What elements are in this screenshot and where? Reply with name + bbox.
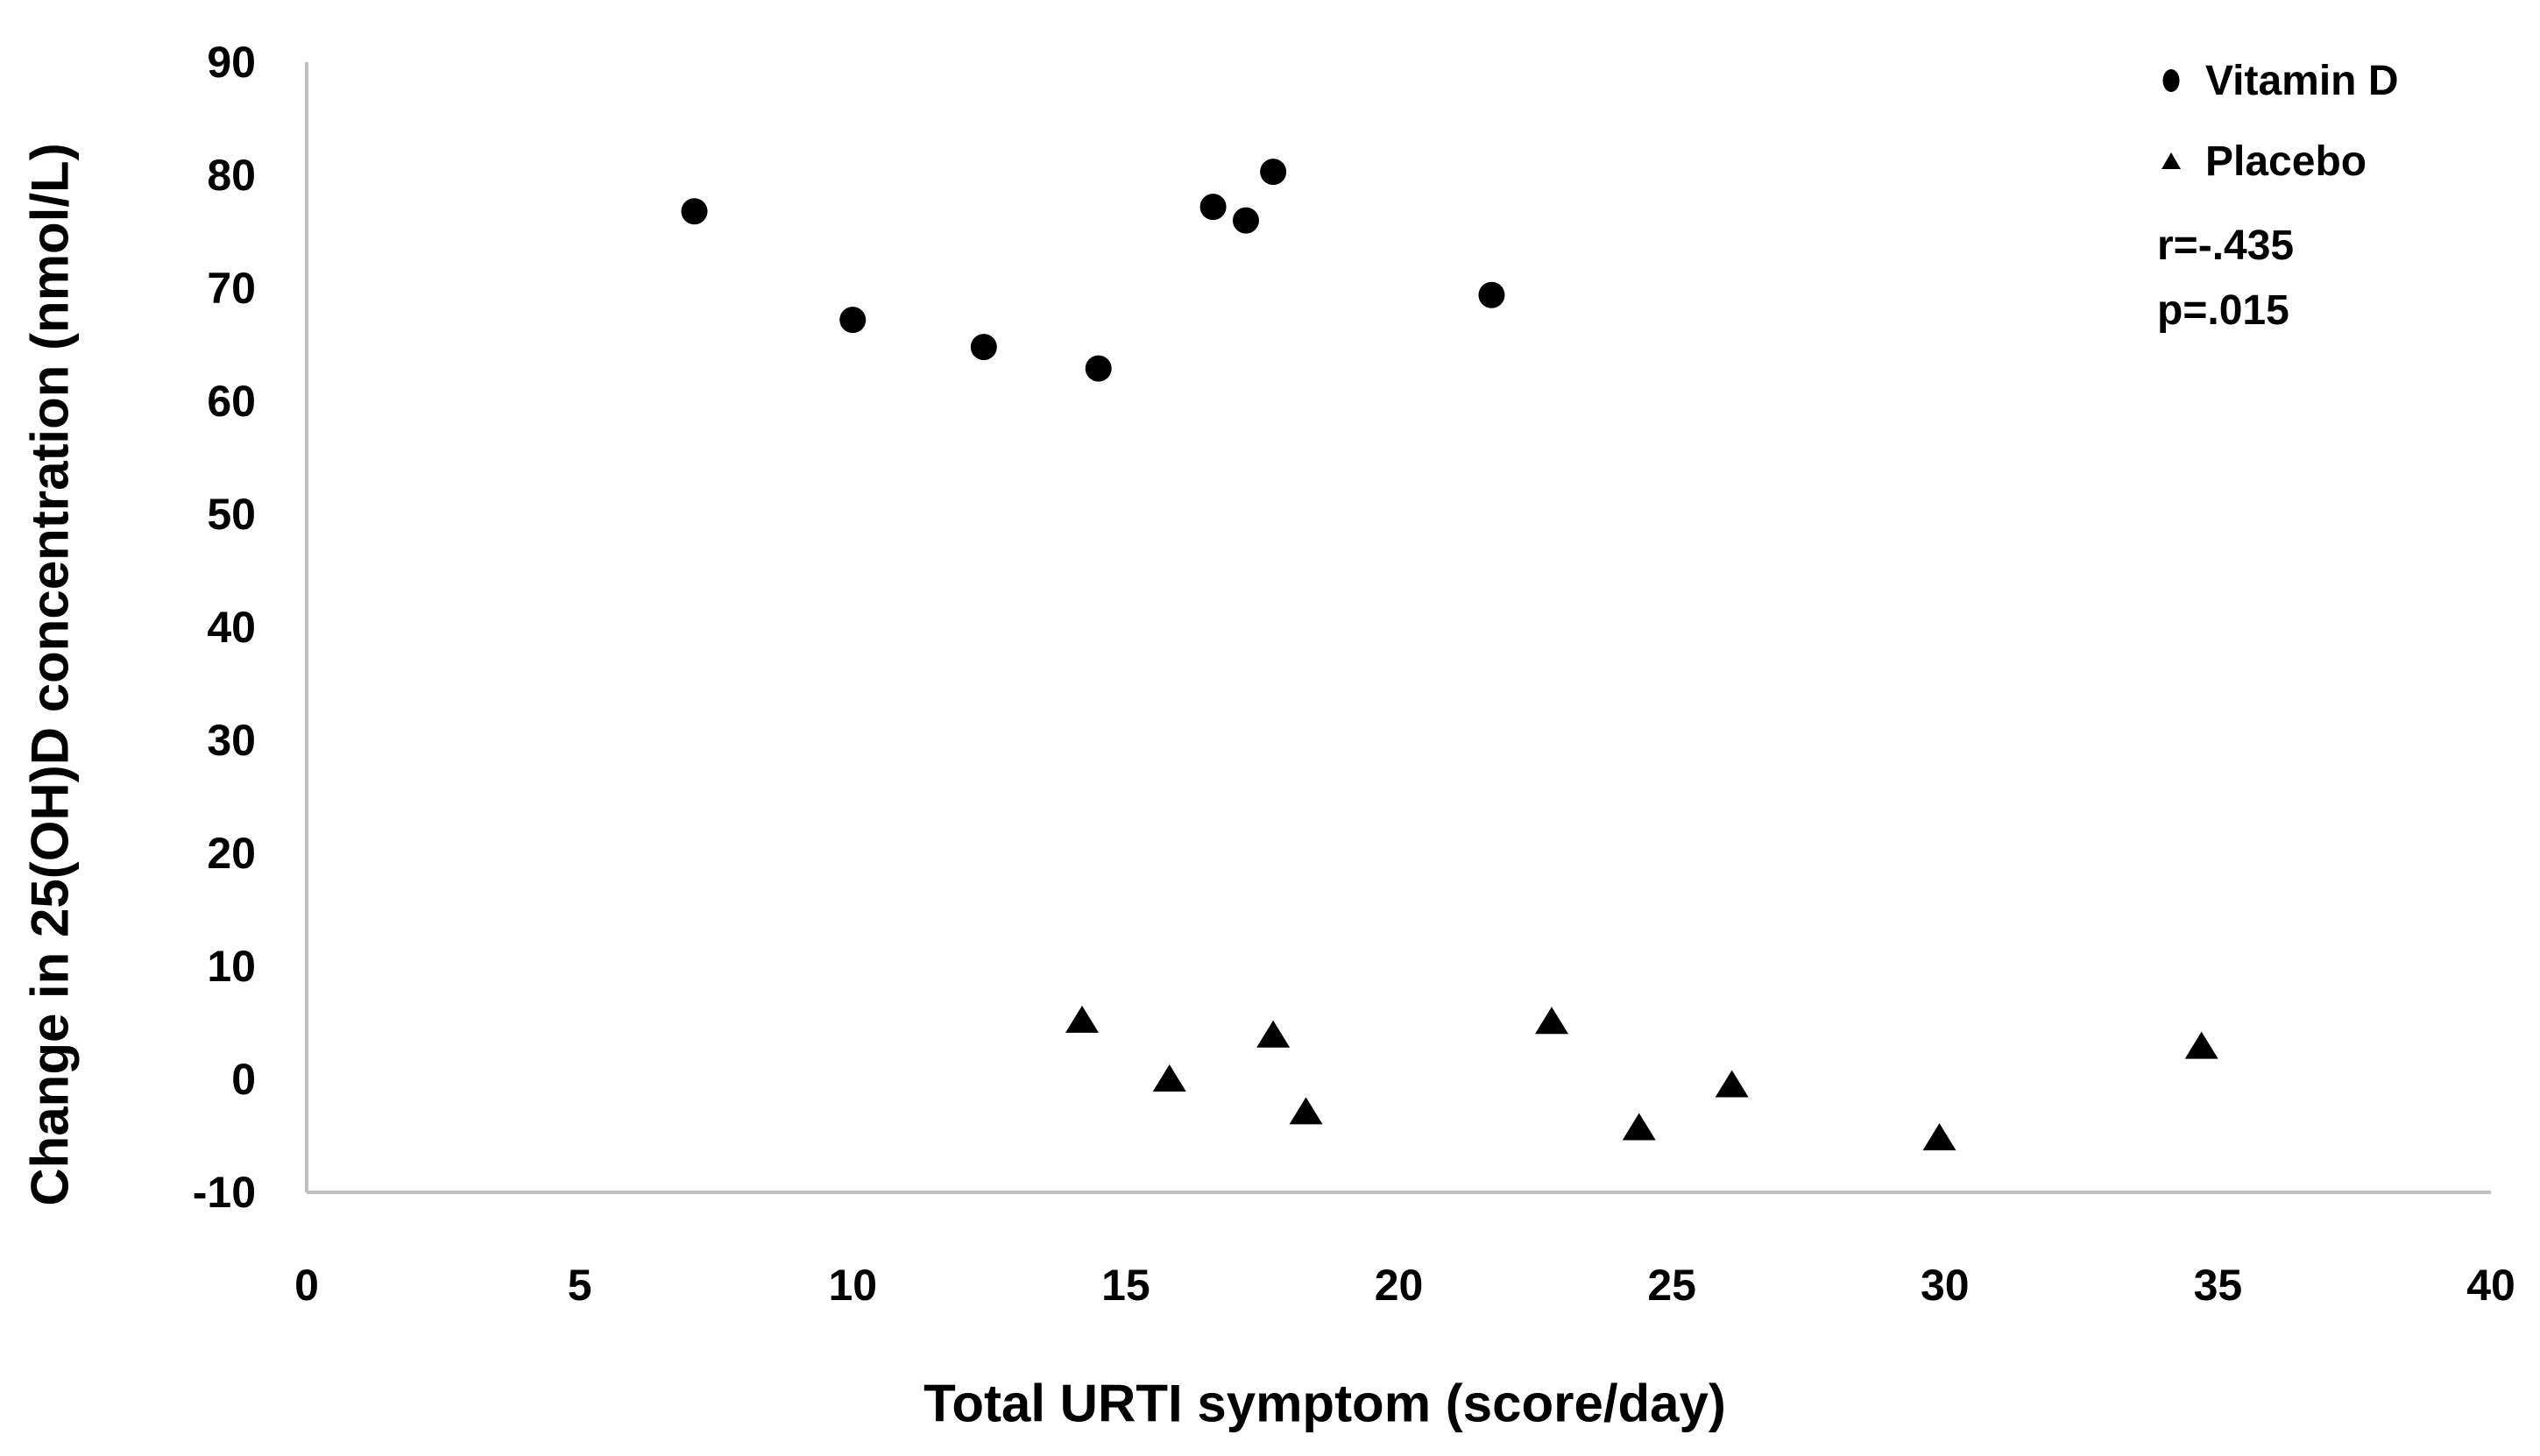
y-axis-title: Change in 25(OH)D concentration (nmol/L) — [20, 143, 80, 1206]
y-tick-label: 20 — [207, 829, 256, 878]
y-tick-label: 90 — [207, 38, 256, 87]
vitamin-d-point — [1199, 194, 1227, 221]
placebo-point — [1152, 1064, 1186, 1092]
legend-item-vitamin-d: Vitamin D — [2152, 54, 2399, 107]
x-tick-label: 35 — [2194, 1261, 2243, 1310]
legend-label-placebo: Placebo — [2205, 138, 2367, 185]
legend-item-placebo: Placebo — [2152, 135, 2367, 187]
y-tick-label: 0 — [231, 1055, 256, 1104]
circle-marker-icon — [2162, 69, 2180, 92]
x-tick-label: 10 — [828, 1261, 877, 1310]
y-tick-label: 60 — [207, 377, 256, 426]
vitamin-d-point — [970, 334, 997, 361]
vitamin-d-point — [1478, 281, 1505, 308]
x-tick-label: 15 — [1101, 1261, 1150, 1310]
x-tick-label: 40 — [2466, 1261, 2515, 1310]
y-tick-label: 10 — [207, 942, 256, 991]
x-tick-label: 25 — [1647, 1261, 1696, 1310]
placebo-point — [1535, 1007, 1569, 1035]
vitamin-d-point — [1085, 355, 1112, 382]
correlation-p-value: p=.015 — [2157, 286, 2289, 334]
vitamin-d-point — [681, 198, 708, 225]
y-tick-label: -10 — [193, 1168, 256, 1217]
vitamin-d-point — [1260, 159, 1287, 186]
x-axis-title: Total URTI symptom (score/day) — [923, 1374, 1726, 1433]
y-tick-label: 30 — [207, 716, 256, 765]
placebo-point — [1065, 1005, 1100, 1033]
triangle-marker-icon — [2161, 152, 2181, 169]
vitamin-d-point — [1232, 207, 1259, 234]
placebo-point — [2184, 1031, 2218, 1059]
legend-label-vitamin-d: Vitamin D — [2205, 57, 2399, 104]
y-tick-label: 50 — [207, 490, 256, 539]
x-tick-label: 0 — [294, 1261, 319, 1310]
x-tick-label: 20 — [1375, 1261, 1424, 1310]
placebo-point — [1922, 1123, 1956, 1151]
y-tick-label: 80 — [207, 151, 256, 200]
placebo-point — [1715, 1070, 1749, 1098]
y-tick-label: 70 — [207, 264, 256, 313]
x-tick-label: 5 — [568, 1261, 592, 1310]
placebo-point — [1622, 1113, 1656, 1141]
placebo-point — [1256, 1020, 1291, 1048]
x-tick-label: 30 — [1921, 1261, 1970, 1310]
vitamin-d-point — [839, 307, 867, 334]
y-tick-label: 40 — [207, 603, 256, 652]
placebo-point — [1289, 1097, 1323, 1125]
correlation-r-value: r=-.435 — [2157, 222, 2295, 269]
